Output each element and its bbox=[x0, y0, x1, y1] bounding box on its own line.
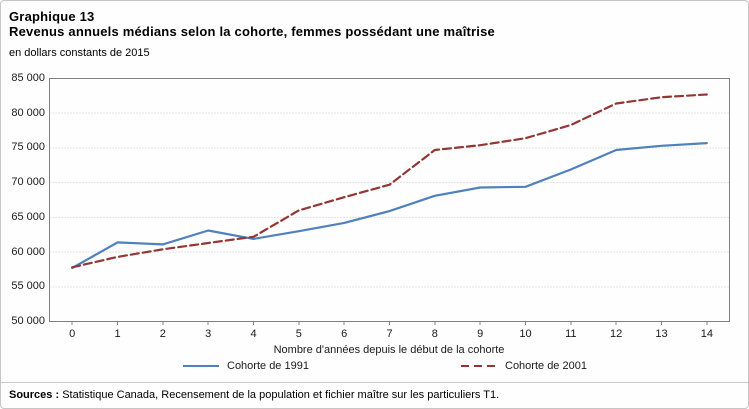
x-tick-label: 0 bbox=[69, 327, 76, 340]
x-tick-label: 6 bbox=[341, 327, 348, 340]
x-tick-label: 7 bbox=[386, 327, 393, 340]
x-tick-label: 13 bbox=[655, 327, 668, 340]
chart-subtitle: Revenus annuels médians selon la cohorte… bbox=[9, 24, 495, 39]
chart-title: Graphique 13 bbox=[9, 9, 95, 24]
y-tick-label: 75 000 bbox=[11, 141, 45, 154]
x-tick-label: 9 bbox=[477, 327, 484, 340]
y-tick-label: 80 000 bbox=[11, 106, 45, 119]
x-tick-label: 1 bbox=[114, 327, 121, 340]
sources-text: Statistique Canada, Recensement de la po… bbox=[62, 389, 500, 401]
x-tick-label: 11 bbox=[565, 327, 577, 340]
legend-item-cohorte-2001: Cohorte de 2001 bbox=[459, 359, 587, 373]
legend-item-cohorte-1991: Cohorte de 1991 bbox=[181, 359, 309, 373]
x-tick-label: 12 bbox=[610, 327, 623, 340]
legend-label-cohorte-2001: Cohorte de 2001 bbox=[505, 360, 587, 372]
x-axis-title: Nombre d'années depuis le début de la co… bbox=[273, 344, 505, 356]
y-tick-label: 85 000 bbox=[11, 72, 45, 84]
sources-note: Sources : Statistique Canada, Recensemen… bbox=[1, 382, 748, 401]
legend-dashed-line-icon bbox=[461, 365, 497, 367]
x-tick-label: 8 bbox=[431, 327, 438, 340]
sources-label: Sources : bbox=[9, 389, 60, 401]
y-tick-label: 55 000 bbox=[11, 280, 45, 293]
x-tick-label: 2 bbox=[159, 327, 166, 340]
x-tick-label: 3 bbox=[205, 327, 212, 340]
legend-solid-line-icon bbox=[183, 365, 219, 367]
legend-label-cohorte-1991: Cohorte de 1991 bbox=[227, 360, 309, 372]
x-tick-label: 4 bbox=[250, 327, 257, 340]
chart-units-note: en dollars constants de 2015 bbox=[9, 47, 150, 59]
x-tick-label: 10 bbox=[519, 327, 532, 340]
y-tick-label: 65 000 bbox=[11, 210, 45, 223]
y-tick-label: 70 000 bbox=[11, 176, 45, 189]
y-tick-label: 60 000 bbox=[11, 245, 45, 258]
x-tick-label: 14 bbox=[700, 327, 713, 340]
x-tick-label: 5 bbox=[295, 327, 302, 340]
y-tick-label: 50 000 bbox=[11, 315, 45, 327]
